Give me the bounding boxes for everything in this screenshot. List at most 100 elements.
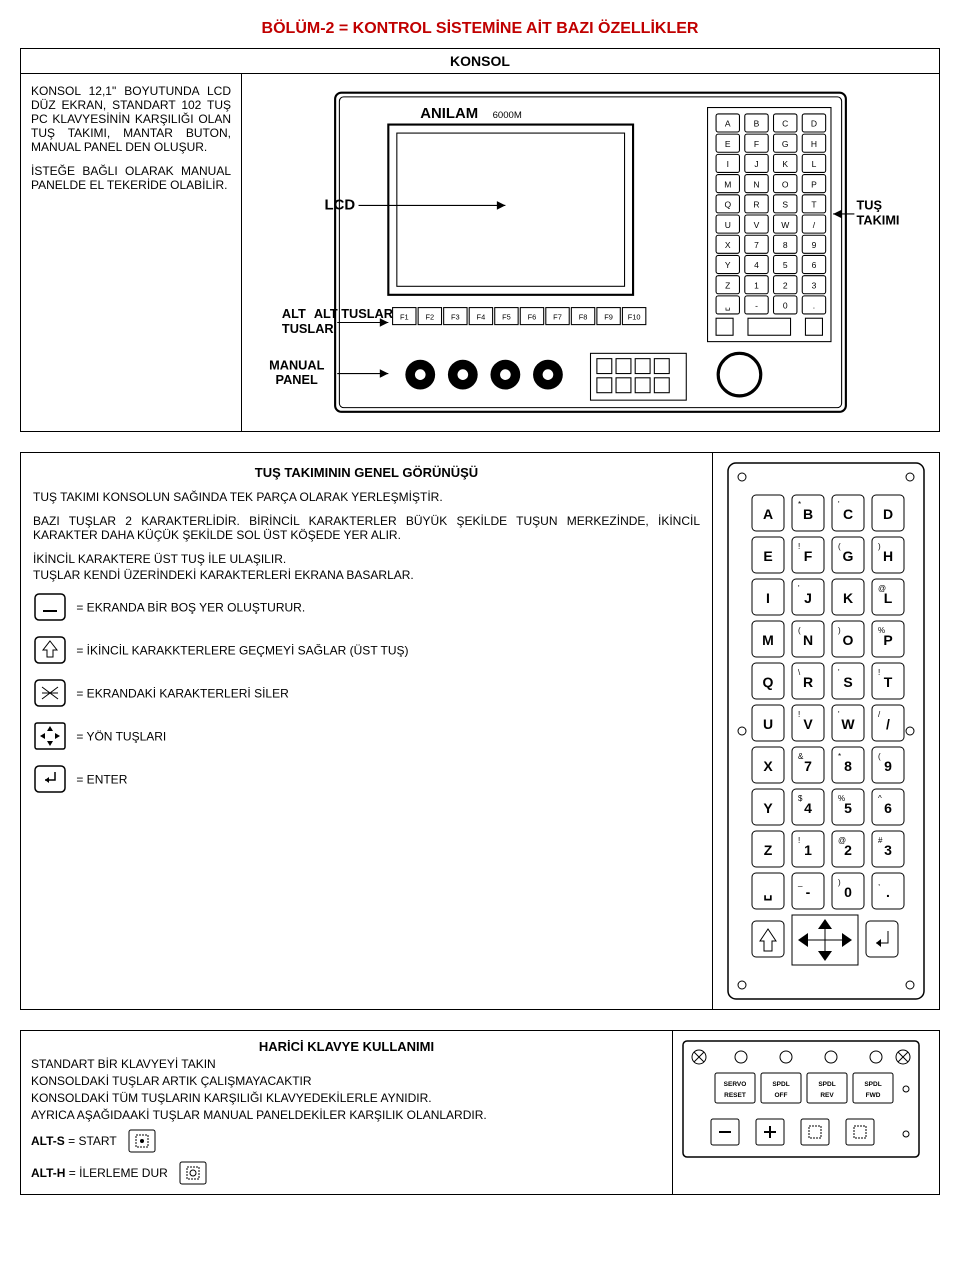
svg-text:%: %	[838, 794, 845, 803]
svg-text:J: J	[804, 590, 812, 606]
svg-text:': '	[838, 500, 840, 509]
svg-text:P: P	[811, 179, 817, 189]
svg-text:Q: Q	[724, 200, 731, 210]
svg-text:A: A	[763, 506, 773, 522]
svg-text:Z: Z	[725, 280, 730, 290]
svg-text:^: ^	[878, 794, 882, 803]
tus-p2: BAZI TUŞLAR 2 KARAKTERLİDİR. BİRİNCİL KA…	[33, 514, 700, 542]
svg-text:D: D	[883, 506, 893, 522]
console-svg: ANILAM 6000M LCD F1F2F3F4F5F6F7F8F9F10 A…	[250, 82, 931, 423]
hold-icon	[178, 1160, 208, 1186]
svg-text:Y: Y	[725, 260, 731, 270]
svg-text:O: O	[843, 632, 854, 648]
svg-text:V: V	[803, 716, 813, 732]
svg-text:OFF: OFF	[775, 1092, 788, 1099]
svg-text:!: !	[878, 668, 880, 677]
svg-text:%: %	[878, 626, 885, 635]
svg-text:J: J	[754, 159, 758, 169]
svg-text:FWD: FWD	[866, 1092, 881, 1099]
svg-text:SPDL: SPDL	[772, 1081, 789, 1088]
konsol-p2: İSTEĞE BAĞLI OLARAK MANUAL PANELDE EL TE…	[31, 164, 231, 192]
svg-text:.: .	[813, 301, 815, 311]
panel-svg: SERVORESETSPDLOFFSPDLREVSPDLFWD	[681, 1039, 921, 1159]
svg-text:#: #	[878, 836, 883, 845]
svg-text:0: 0	[783, 301, 788, 311]
svg-text:1: 1	[804, 842, 812, 858]
svg-text:4: 4	[754, 260, 759, 270]
svg-text:-: -	[806, 884, 811, 900]
harici-header: HARİCİ KLAVYE KULLANIMI	[31, 1039, 662, 1054]
svg-text:!: !	[798, 836, 800, 845]
svg-text:␣: ␣	[764, 884, 773, 901]
svg-text:): )	[878, 542, 881, 551]
svg-text:9: 9	[812, 240, 817, 250]
model-text: 6000M	[493, 110, 522, 121]
svg-text:7: 7	[804, 758, 812, 774]
svg-text:@: @	[878, 584, 886, 593]
svg-text:X: X	[725, 240, 731, 250]
svg-text:F: F	[754, 139, 759, 149]
harici-p3: KONSOLDAKİ TÜM TUŞLARIN KARŞILIĞI KLAVYE…	[31, 1091, 662, 1105]
tus-p4: TUŞLAR KENDİ ÜZERİNDEKİ KARAKTERLERİ EKR…	[33, 568, 700, 582]
svg-text:A: A	[725, 119, 731, 129]
enter-key-icon	[33, 764, 67, 797]
svg-text:S: S	[843, 674, 852, 690]
svg-text:S: S	[782, 200, 788, 210]
harici-p2: KONSOLDAKİ TUŞLAR ARTIK ÇALIŞMAYACAKTIR	[31, 1074, 662, 1088]
section-tuskeys: TUŞ TAKIMININ GENEL GÖRÜNÜŞÜ TUŞ TAKIMI …	[20, 452, 940, 1010]
svg-text:&: &	[798, 752, 804, 761]
svg-text:E: E	[763, 548, 772, 564]
fkey-label: F3	[451, 312, 460, 321]
svg-text:5: 5	[844, 800, 852, 816]
delete-key-icon	[33, 678, 67, 711]
fkey-label: F9	[604, 312, 613, 321]
svg-text:H: H	[811, 139, 817, 149]
svg-text:_: _	[797, 878, 803, 887]
svg-text:!: !	[798, 710, 800, 719]
space-key-icon	[33, 592, 67, 625]
svg-text:(: (	[878, 752, 881, 761]
fkey-label: F8	[579, 312, 588, 321]
svg-text:PANEL: PANEL	[276, 372, 318, 387]
svg-text:I: I	[766, 590, 770, 606]
svg-text:TAKIMI: TAKIMI	[857, 213, 900, 228]
svg-text:␣: ␣	[725, 301, 731, 312]
svg-text:ALT: ALT	[282, 306, 306, 321]
brand-text: ANILAM	[420, 106, 478, 122]
svg-text:RESET: RESET	[724, 1092, 746, 1099]
svg-text:K: K	[843, 590, 853, 606]
arrows-key-icon	[33, 721, 67, 754]
svg-text:G: G	[782, 139, 789, 149]
konsol-p1: KONSOL 12,1" BOYUTUNDA LCD DÜZ EKRAN, ST…	[31, 84, 231, 154]
svg-text:': '	[838, 668, 840, 677]
svg-text:': '	[838, 710, 840, 719]
svg-text:TUŞ: TUŞ	[857, 198, 883, 213]
harici-text: HARİCİ KLAVYE KULLANIMI STANDART BİR KLA…	[21, 1031, 672, 1194]
svg-text:R: R	[803, 674, 813, 690]
svg-text:E: E	[725, 139, 731, 149]
svg-text:/: /	[878, 710, 881, 719]
tus-p3: İKİNCİL KARAKTERE ÜST TUŞ İLE ULAŞILIR.	[33, 552, 700, 566]
fkey-label: F5	[502, 312, 511, 321]
svg-text:TUSLAR: TUSLAR	[282, 321, 334, 336]
svg-text:B: B	[754, 119, 760, 129]
svg-text:SPDL: SPDL	[818, 1081, 835, 1088]
svg-text:5: 5	[783, 260, 788, 270]
svg-text:W: W	[781, 220, 789, 230]
svg-text:I: I	[727, 159, 729, 169]
svg-text:B: B	[803, 506, 813, 522]
svg-text:MANUAL: MANUAL	[269, 357, 324, 372]
svg-text:V: V	[754, 220, 760, 230]
svg-text:6: 6	[884, 800, 892, 816]
harici-p1: STANDART BİR KLAVYEYİ TAKIN	[31, 1057, 662, 1071]
svg-text:R: R	[753, 200, 759, 210]
svg-text:M: M	[724, 179, 731, 189]
svg-text:SERVO: SERVO	[724, 1081, 747, 1088]
svg-text:': '	[798, 584, 800, 593]
tuskeys-header: TUŞ TAKIMININ GENEL GÖRÜNÜŞÜ	[33, 465, 700, 480]
svg-text:7: 7	[754, 240, 759, 250]
svg-text:LCD: LCD	[324, 198, 355, 214]
svg-text:H: H	[883, 548, 893, 564]
harici-panel-diagram: SERVORESETSPDLOFFSPDLREVSPDLFWD	[672, 1031, 939, 1194]
svg-text:U: U	[725, 220, 731, 230]
